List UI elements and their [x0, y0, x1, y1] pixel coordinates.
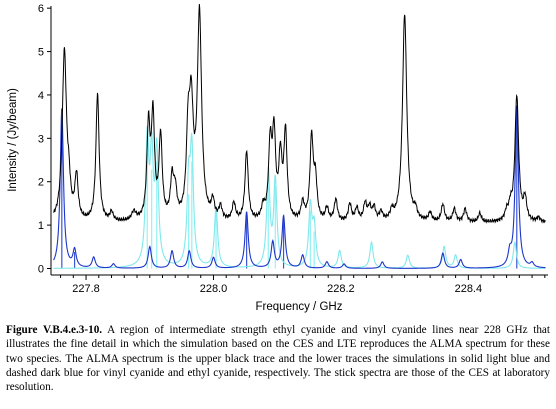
stick-spectra [61, 113, 518, 269]
caption-label: Figure V.B.4.e.3-10. [6, 324, 103, 336]
y-ticks: 0 1 2 3 4 5 6 [38, 3, 51, 275]
series-line-ethyl-cyanide [53, 105, 546, 269]
spectrum-traces [53, 3, 546, 269]
x-tick-label: 227.8 [72, 283, 100, 295]
series-line-alma [53, 3, 546, 224]
y-tick-label: 2 [38, 177, 44, 189]
y-tick-label: 0 [38, 263, 44, 275]
x-tick-label: 228.2 [327, 283, 355, 295]
axes [50, 6, 548, 276]
x-tick-label: 228.0 [200, 283, 228, 295]
x-tick-label: 228.4 [455, 283, 483, 295]
spectrum-figure: 0 1 2 3 4 5 6 227.8 228.0 228.2 228.4 Frequency /… [0, 0, 556, 320]
y-tick-label: 3 [38, 133, 44, 145]
y-tick-label: 5 [38, 47, 44, 59]
x-axis-label: Frequency / GHz [256, 301, 343, 313]
y-tick-label: 6 [38, 3, 44, 15]
y-axis-label: Intensity / (Jy/beam) [7, 88, 19, 192]
caption-text: A region of intermediate strength ethyl … [6, 324, 550, 394]
y-tick-label: 4 [38, 90, 44, 102]
figure-caption: Figure V.B.4.e.3-10. A region of interme… [6, 323, 550, 394]
x-ticks: 227.8 228.0 228.2 228.4 [60, 275, 546, 295]
y-tick-label: 1 [38, 220, 44, 232]
plot-background [0, 0, 556, 320]
